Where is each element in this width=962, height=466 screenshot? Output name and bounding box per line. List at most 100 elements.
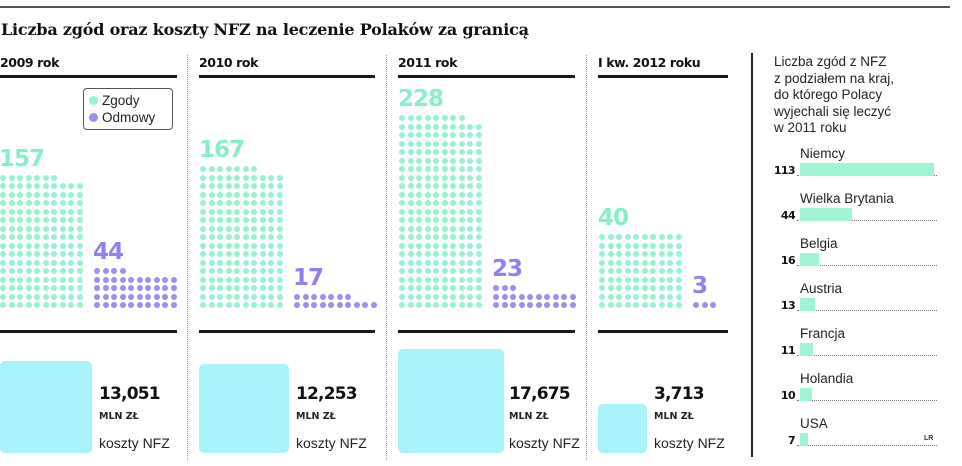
approvals-dot xyxy=(17,285,23,291)
approvals-dot xyxy=(416,217,422,223)
approvals-dot xyxy=(59,242,66,249)
approvals-dot xyxy=(259,225,266,232)
approvals-dot xyxy=(276,268,283,274)
approvals-dot xyxy=(424,225,431,232)
approvals-dot xyxy=(650,268,656,274)
approvals-dot xyxy=(416,174,422,181)
approvals-dot xyxy=(34,259,40,266)
refusals-dot xyxy=(111,302,117,308)
approvals-dot xyxy=(424,123,431,130)
approvals-dot xyxy=(17,251,23,257)
approvals-dot xyxy=(407,285,414,291)
approvals-dot xyxy=(25,293,32,300)
approvals-dot xyxy=(34,208,40,215)
approvals-dot xyxy=(251,234,257,240)
approvals-dot xyxy=(399,259,405,266)
approvals-dot xyxy=(25,191,32,198)
header-rule xyxy=(598,75,728,78)
country-row: Francja 11 xyxy=(760,326,940,370)
approvals-dot xyxy=(268,251,274,257)
approvals-dot xyxy=(424,293,431,300)
approvals-dot xyxy=(68,276,74,283)
approvals-dot xyxy=(407,302,414,308)
approvals-dot xyxy=(76,208,83,215)
approvals-dot xyxy=(675,259,682,266)
approvals-dot xyxy=(675,251,682,257)
cost-value: 3,713 xyxy=(654,384,705,404)
approvals-dot xyxy=(607,234,614,240)
approvals-dot xyxy=(450,251,456,257)
approvals-dot xyxy=(616,268,622,274)
refusals-dot xyxy=(136,285,143,291)
approvals-dot xyxy=(641,293,648,300)
refusals-dot xyxy=(527,293,533,300)
approvals-dot xyxy=(433,208,439,215)
approvals-dot xyxy=(433,268,439,274)
approvals-dot xyxy=(441,293,448,300)
approvals-dot xyxy=(208,242,215,249)
approvals-dot xyxy=(641,234,648,240)
approvals-dot xyxy=(208,217,215,223)
approvals-dot xyxy=(416,225,422,232)
approvals-dot xyxy=(675,293,682,300)
approvals-dot xyxy=(42,234,49,240)
approvals-dot xyxy=(34,251,40,257)
approvals-dot xyxy=(658,285,665,291)
refusals-count-label: 3 xyxy=(692,273,708,299)
refusals-dot xyxy=(94,285,100,291)
approvals-dot xyxy=(633,302,639,308)
approvals-dot xyxy=(433,302,439,308)
side-title-line: do którego Polacy xyxy=(774,87,883,102)
approvals-dot xyxy=(658,234,665,240)
refusals-dot xyxy=(102,276,109,283)
approvals-dot xyxy=(242,302,249,308)
approvals-dot xyxy=(607,276,614,283)
approvals-dot xyxy=(268,200,274,206)
approvals-dot xyxy=(607,293,614,300)
refusals-dot xyxy=(162,302,168,308)
country-bar xyxy=(800,298,816,311)
approvals-dot xyxy=(467,140,473,147)
approvals-dot xyxy=(424,157,431,164)
approvals-dot xyxy=(475,149,482,155)
approvals-dot xyxy=(407,183,414,189)
approvals-dot xyxy=(59,293,66,300)
approvals-dot xyxy=(200,183,206,189)
approvals-dot xyxy=(658,251,665,257)
approvals-dot xyxy=(0,183,6,189)
approvals-dot xyxy=(399,132,405,138)
approvals-dot xyxy=(208,268,215,274)
approvals-dot xyxy=(200,259,206,266)
approvals-dot xyxy=(641,251,648,257)
approvals-dot xyxy=(450,276,456,283)
approvals-dot xyxy=(76,276,83,283)
approvals-dot xyxy=(667,234,673,240)
approvals-dot xyxy=(76,242,83,249)
refusals-dot xyxy=(162,276,168,283)
approvals-dot xyxy=(0,276,6,283)
approvals-dot xyxy=(76,217,83,223)
side-title: Liczba zgód z NFZ z podziałem na kraj, d… xyxy=(774,54,954,137)
approvals-dot xyxy=(225,276,232,283)
approvals-dot xyxy=(675,242,682,249)
refusals-dot xyxy=(136,276,143,283)
panel-separator xyxy=(586,55,587,460)
approvals-dot xyxy=(624,242,631,249)
approvals-dot xyxy=(251,208,257,215)
approvals-dot xyxy=(416,149,422,155)
approvals-dot xyxy=(76,293,83,300)
header-rule xyxy=(398,75,575,78)
approvals-dot xyxy=(441,251,448,257)
approvals-dot xyxy=(59,251,66,257)
approvals-dot xyxy=(259,251,266,257)
approvals-dot xyxy=(633,234,639,240)
approvals-dot xyxy=(242,217,249,223)
approvals-dot xyxy=(416,200,422,206)
approvals-dot xyxy=(0,208,6,215)
approvals-dot xyxy=(251,217,257,223)
approvals-dot xyxy=(51,251,57,257)
approvals-dot xyxy=(399,115,405,121)
approvals-dot xyxy=(441,234,448,240)
approvals-dot xyxy=(458,293,465,300)
approvals-dot xyxy=(8,191,15,198)
